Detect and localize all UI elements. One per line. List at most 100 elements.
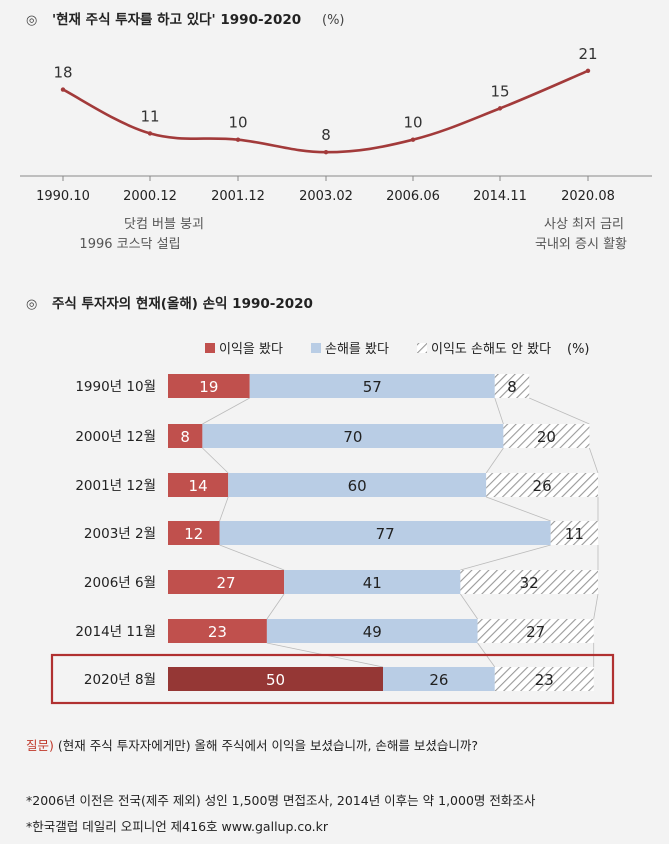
line-point [410, 137, 416, 142]
bar-value-label: 26 [533, 477, 552, 495]
line-chart-unit: (%) [322, 13, 345, 28]
line-data-label: 15 [490, 82, 509, 100]
bar-value-label: 23 [208, 623, 227, 641]
bar-value-label: 70 [343, 428, 362, 446]
bar-chart-area: ◎ 주식 투자자의 현재(올해) 손익 1990-2020 이익을 봤다 손해를 … [26, 295, 615, 705]
line-data-label: 21 [578, 45, 597, 63]
bar-value-label: 27 [217, 574, 236, 592]
x-tick-label: 2006.06 [386, 189, 440, 204]
line-point [585, 68, 591, 73]
line-data-label: 11 [140, 107, 159, 125]
event-note-low-rate: 사상 최저 금리 [544, 217, 624, 232]
x-tick-label: 1990.10 [36, 189, 90, 204]
line-data-label: 10 [228, 114, 247, 132]
bar-value-label: 50 [266, 671, 285, 689]
event-note-dotcom: 닷컴 버블 붕괴 [124, 217, 204, 232]
category-label: 2003년 2월 [84, 526, 156, 542]
connector-line [219, 544, 285, 571]
bar-value-label: 41 [363, 574, 382, 592]
bar-value-label: 20 [537, 428, 556, 446]
x-tick-label: 2003.02 [299, 189, 353, 204]
bar-segment [486, 473, 598, 497]
x-tick-label: 2020.08 [561, 189, 615, 204]
connector-line [460, 593, 478, 620]
bar-value-label: 49 [363, 623, 382, 641]
line-data-label: 10 [403, 114, 422, 132]
bar-segment [219, 521, 551, 545]
connector-line [266, 593, 285, 620]
category-label: 2006년 6월 [84, 575, 156, 591]
legend-label: 이익을 봤다 [219, 342, 283, 357]
question-label: 질문) [26, 738, 54, 753]
bar-segment [494, 374, 530, 398]
bar-value-label: 11 [565, 525, 584, 543]
category-label: 2014년 11월 [75, 624, 156, 640]
event-note-kosdaq: 1996 코스닥 설립 [79, 237, 180, 250]
x-tick-label: 2000.12 [123, 189, 177, 204]
source-note: *한국갤럽 데일리 오피니언 제416호 www.gallup.co.kr [26, 819, 329, 834]
line-chart-area: ◎ '현재 주식 투자를 하고 있다' 1990-2020 (%) 닷컴 버블 … [20, 11, 652, 250]
bar-value-label: 77 [376, 525, 395, 543]
bar-segment [494, 667, 594, 691]
connector-line [494, 397, 504, 425]
connector-line [589, 447, 599, 474]
bar-segment [228, 473, 487, 497]
event-note-market-boom: 국내외 증시 활황 [535, 237, 627, 250]
bar-segment [168, 619, 267, 643]
x-tick-label: 2001.12 [211, 189, 265, 204]
bar-segment [168, 667, 383, 691]
bar-value-label: 14 [189, 477, 208, 495]
bar-value-label: 57 [363, 378, 382, 396]
bar-value-label: 23 [535, 671, 554, 689]
bar-segment [249, 374, 495, 398]
connector-line [486, 496, 551, 522]
question-text: (현재 주식 투자자에게만) 올해 주식에서 이익을 보셨습니까, 손해를 보셨… [53, 738, 479, 753]
line-point [497, 106, 503, 111]
category-label: 1990년 10월 [75, 379, 156, 395]
bar-segment [168, 521, 220, 545]
bar-value-label: 12 [184, 525, 203, 543]
connector-line [202, 447, 229, 474]
line-point [235, 137, 241, 142]
line-data-label: 8 [321, 126, 331, 144]
category-label: 2001년 12월 [75, 478, 156, 494]
connector-line [202, 397, 250, 425]
bar-value-label: 32 [520, 574, 539, 592]
question-line: 질문) (현재 주식 투자자에게만) 올해 주식에서 이익을 보셨습니까, 손해… [26, 735, 478, 754]
bar-segment [460, 570, 598, 594]
bar-segment [168, 424, 203, 448]
bar-segment [266, 619, 478, 643]
legend-label: 손해를 봤다 [325, 342, 389, 357]
legend-label: 이익도 손해도 안 봤다 [431, 342, 551, 357]
bar-segment [168, 374, 250, 398]
bar-segment [383, 667, 495, 691]
connector-line [485, 447, 504, 474]
legend-swatch [205, 343, 215, 353]
category-label: 2020년 8월 [84, 672, 156, 688]
connector-line [593, 593, 599, 620]
line-chart-title: '현재 주식 투자를 하고 있다' 1990-2020 [52, 11, 301, 28]
section1-bullet: ◎ [26, 13, 37, 28]
bar-value-label: 26 [429, 671, 448, 689]
bar-value-label: 8 [180, 428, 190, 446]
category-label: 2000년 12월 [75, 429, 156, 445]
legend-unit: (%) [567, 342, 590, 357]
line-point [147, 131, 153, 136]
methodology-note: *2006년 이전은 전국(제주 제외) 성인 1,500명 면접조사, 201… [26, 793, 536, 808]
bar-segment [477, 619, 594, 643]
bar-segment [168, 570, 285, 594]
highlight-box [50, 653, 615, 705]
bar-segment [284, 570, 461, 594]
bar-segment [550, 521, 598, 545]
bar-segment [202, 424, 504, 448]
connector-line [219, 496, 229, 522]
bar-value-label: 60 [348, 477, 367, 495]
line-point [323, 150, 329, 155]
bar-segment [168, 473, 229, 497]
bar-value-label: 27 [526, 623, 545, 641]
section2-bullet: ◎ [26, 297, 37, 312]
line-data-label: 18 [53, 64, 72, 82]
connector-line [460, 544, 551, 571]
legend-swatch [417, 343, 427, 353]
